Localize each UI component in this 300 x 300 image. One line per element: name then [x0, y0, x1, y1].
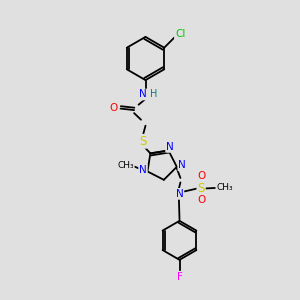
- Text: O: O: [197, 195, 205, 206]
- Text: N: N: [176, 189, 183, 199]
- Text: N: N: [139, 165, 147, 175]
- Text: N: N: [139, 89, 147, 100]
- Text: S: S: [139, 135, 146, 148]
- Text: H: H: [150, 89, 157, 100]
- Text: S: S: [197, 182, 205, 195]
- Text: O: O: [197, 171, 205, 181]
- Text: CH₃: CH₃: [216, 183, 233, 192]
- Text: CH₃: CH₃: [117, 161, 134, 170]
- Text: N: N: [166, 142, 174, 152]
- Text: O: O: [110, 103, 118, 113]
- Text: Cl: Cl: [175, 29, 185, 39]
- Text: F: F: [177, 272, 182, 282]
- Text: N: N: [178, 160, 186, 170]
